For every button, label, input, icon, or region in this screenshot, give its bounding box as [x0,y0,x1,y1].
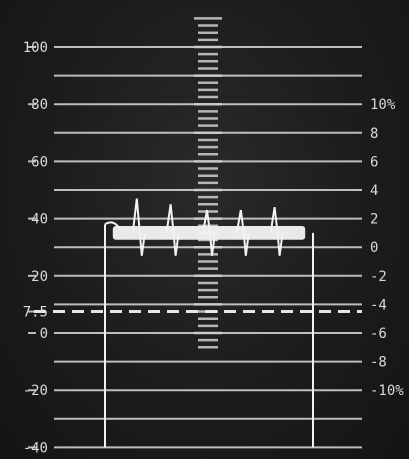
left-tick-label: 80 [31,97,48,113]
right-axis-ticks: 10% 8 6 4 2 0 -2 -4 -6 -8 -10% [370,97,404,399]
left-tick-label: 20 [31,269,48,285]
trace-spike [235,209,250,256]
trace-spike [269,207,284,256]
trace-spike [202,209,216,256]
left-tick-label: 0 [40,326,48,342]
right-tick-label: -8 [370,355,387,371]
right-tick-label: 0 [370,240,378,256]
right-tick-label: 4 [370,183,378,199]
left-tick-label: 40 [31,212,48,228]
right-tick-label: -2 [370,269,387,285]
left-tick-label: 60 [31,154,48,170]
right-tick-label: 8 [370,126,378,142]
center-graticule-scale [194,17,222,349]
left-axis-ticks: 100806040207.50-20-40 [23,40,48,456]
trace-spike [131,198,146,256]
right-tick-label: -10% [370,383,404,399]
right-tick-label: 10% [370,97,396,113]
trace-spike [165,204,180,256]
right-tick-label: -6 [370,326,387,342]
waveform-trace [104,198,314,448]
right-tick-label: 6 [370,154,378,170]
graticule-lines [54,46,362,449]
right-tick-label: -4 [370,297,387,313]
right-tick-label: 2 [370,212,378,228]
trace-shoulder [104,221,122,231]
